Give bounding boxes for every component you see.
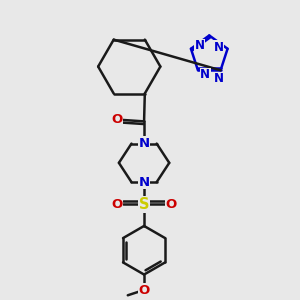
Text: O: O — [138, 284, 150, 297]
Text: N: N — [200, 68, 210, 81]
Text: N: N — [139, 176, 150, 189]
Text: N: N — [214, 72, 224, 85]
Text: O: O — [111, 198, 122, 211]
Text: N: N — [195, 39, 205, 52]
Text: S: S — [139, 197, 149, 212]
Text: O: O — [111, 113, 122, 126]
Text: N: N — [214, 41, 224, 54]
Text: N: N — [139, 137, 150, 150]
Text: O: O — [166, 198, 177, 211]
